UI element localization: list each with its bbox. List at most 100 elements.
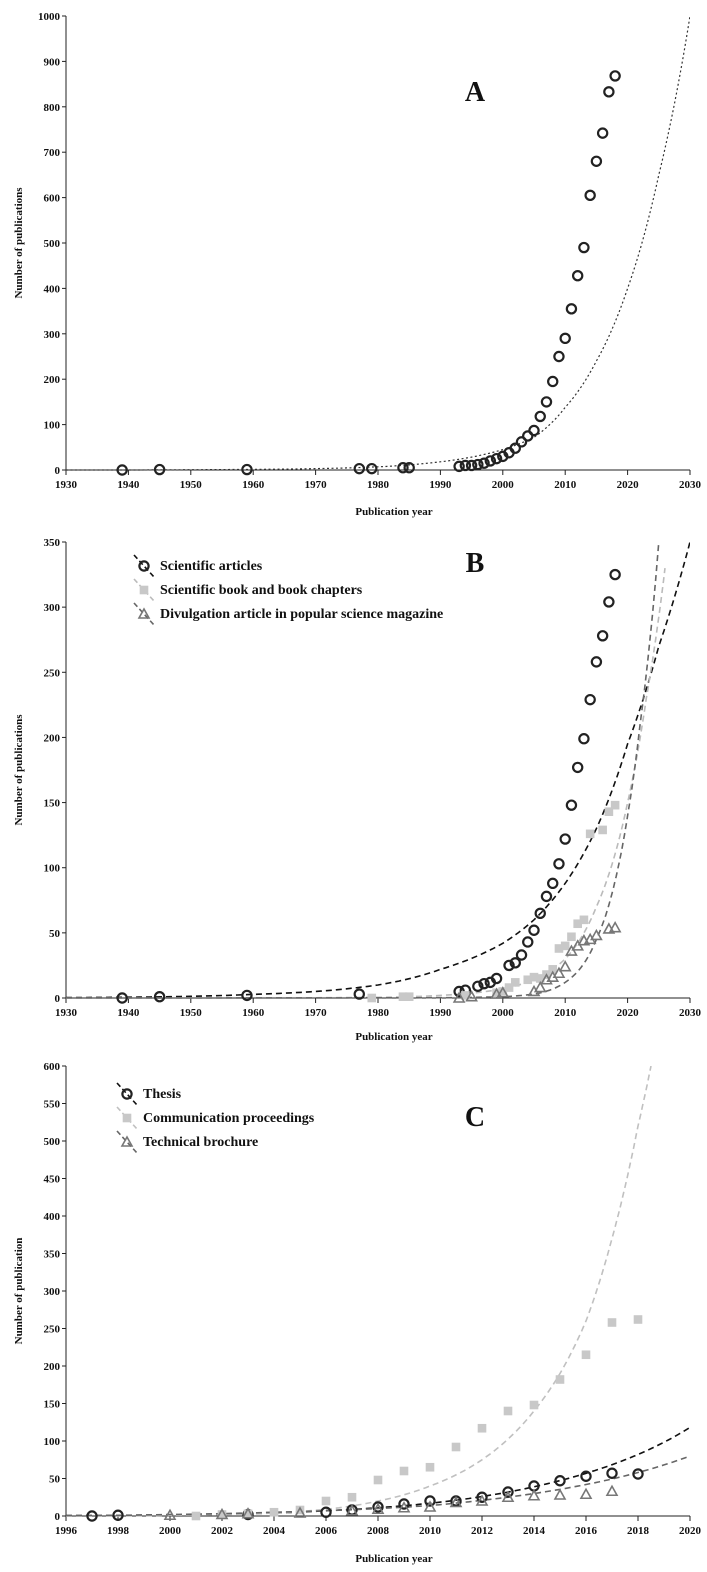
data-point xyxy=(553,1488,567,1500)
legend-marker xyxy=(120,1135,134,1147)
data-point xyxy=(567,932,576,942)
data-point xyxy=(451,1442,461,1452)
data-point xyxy=(476,1491,488,1503)
y-tick-label: 1000 xyxy=(38,11,61,23)
data-point xyxy=(571,269,584,282)
legend-line xyxy=(133,578,155,602)
data-point xyxy=(153,990,166,1003)
data-point xyxy=(461,991,470,1000)
data-point xyxy=(353,462,365,475)
y-tick-label: 450 xyxy=(44,1174,61,1186)
y-tick-label: 0 xyxy=(55,1511,61,1523)
data-point xyxy=(598,825,607,835)
legend-line xyxy=(133,602,155,626)
data-point xyxy=(321,1496,331,1506)
x-tick-label: 1960 xyxy=(242,1007,265,1019)
series-0-markers xyxy=(116,568,621,1004)
series-2-markers xyxy=(452,920,622,1003)
data-point xyxy=(509,442,521,454)
panel-letter: A xyxy=(465,77,486,108)
data-point xyxy=(547,375,559,388)
x-tick-label: 1990 xyxy=(429,1007,452,1019)
data-point xyxy=(345,1504,359,1516)
data-point xyxy=(633,1315,643,1324)
data-point xyxy=(116,992,128,1004)
data-point xyxy=(605,1484,619,1497)
x-tick-label: 1998 xyxy=(107,1525,130,1537)
y-tick-label: 200 xyxy=(44,374,61,386)
data-point xyxy=(372,1501,384,1513)
data-point xyxy=(522,936,534,948)
y-tick-label: 400 xyxy=(44,283,61,295)
data-point xyxy=(540,890,553,903)
data-point xyxy=(399,1466,409,1476)
data-point xyxy=(425,1462,435,1472)
y-axis-title: Number of publications xyxy=(13,187,25,299)
data-point xyxy=(503,1406,513,1416)
data-point xyxy=(397,462,409,474)
y-tick-label: 0 xyxy=(55,465,61,477)
y-tick-label: 50 xyxy=(49,1474,61,1486)
data-point xyxy=(163,1508,177,1521)
x-tick-label: 1940 xyxy=(117,1007,140,1019)
data-point xyxy=(604,807,614,816)
data-point xyxy=(490,452,503,465)
series-1-markers xyxy=(191,1315,643,1521)
x-tick-label: 2002 xyxy=(211,1525,234,1537)
legend-line xyxy=(116,1106,138,1130)
series-0-markers xyxy=(116,70,621,476)
data-point xyxy=(590,656,603,668)
data-point xyxy=(496,986,510,998)
x-tick-label: 1996 xyxy=(55,1525,78,1537)
series-2-markers xyxy=(163,1484,619,1521)
x-tick-label: 1950 xyxy=(180,1007,203,1019)
y-tick-label: 150 xyxy=(44,1399,61,1411)
data-point xyxy=(269,1507,279,1517)
x-tick-label: 2010 xyxy=(419,1525,442,1537)
x-tick-label: 2000 xyxy=(159,1525,182,1537)
legend-marker xyxy=(122,1113,132,1123)
x-tick-label: 2006 xyxy=(315,1525,338,1537)
x-tick-label: 1990 xyxy=(429,479,452,491)
y-tick-label: 100 xyxy=(44,420,61,432)
data-point xyxy=(515,436,528,448)
data-point xyxy=(371,1502,385,1515)
y-tick-label: 350 xyxy=(44,1249,61,1261)
y-tick-label: 500 xyxy=(44,238,61,250)
x-tick-label: 2014 xyxy=(523,1525,546,1537)
data-point xyxy=(609,568,621,581)
y-tick-label: 550 xyxy=(44,1099,61,1111)
y-tick-label: 900 xyxy=(44,56,61,68)
data-point xyxy=(528,424,540,437)
data-point xyxy=(579,915,589,925)
x-tick-label: 1930 xyxy=(55,479,78,491)
x-tick-label: 2016 xyxy=(575,1525,598,1537)
data-point xyxy=(584,189,596,202)
legend-label: Scientific articles xyxy=(160,559,263,574)
legend-label: Divulgation article in popular science m… xyxy=(160,607,443,622)
data-point xyxy=(573,919,582,929)
data-point xyxy=(547,877,559,890)
data-point xyxy=(585,829,595,839)
x-axis-title: Publication year xyxy=(355,1031,432,1043)
series-1-markers xyxy=(367,800,620,1003)
y-tick-label: 300 xyxy=(44,602,61,614)
x-tick-label: 2008 xyxy=(367,1525,390,1537)
data-point xyxy=(529,1400,539,1410)
data-point xyxy=(215,1507,229,1520)
data-point xyxy=(584,693,596,706)
data-point xyxy=(607,1318,617,1327)
data-point xyxy=(534,907,546,920)
x-tick-label: 2020 xyxy=(617,479,640,491)
data-point xyxy=(477,1423,487,1433)
chart-panel-c: 1996 1998 2000 2002 2004 2006 2008 2010 2012 2014… xyxy=(13,1061,702,1565)
data-point xyxy=(475,1494,489,1506)
y-tick-label: 600 xyxy=(44,1061,61,1073)
x-tick-label: 1940 xyxy=(117,479,140,491)
data-point xyxy=(478,977,490,990)
data-point xyxy=(603,596,615,608)
data-point xyxy=(515,949,528,961)
panel-letter: B xyxy=(466,548,485,579)
y-tick-label: 250 xyxy=(44,1324,61,1336)
data-point xyxy=(552,966,566,979)
